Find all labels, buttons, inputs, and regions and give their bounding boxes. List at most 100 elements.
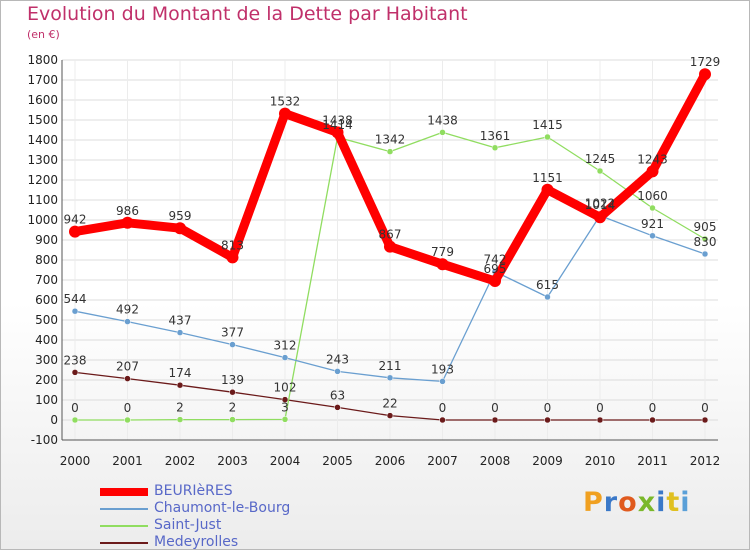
data-point (439, 416, 446, 424)
legend-label: Medeyrolles (154, 534, 239, 550)
data-label: 1414 (322, 118, 353, 132)
x-tick-label: 2000 (60, 454, 91, 468)
data-point (594, 211, 606, 224)
y-tick-label: 1200 (27, 173, 58, 187)
data-label: 243 (326, 352, 349, 366)
data-point (649, 232, 656, 240)
data-label: 1532 (270, 95, 301, 109)
data-point (229, 416, 236, 423)
data-point (176, 381, 184, 389)
data-point (439, 378, 446, 385)
data-label: 102 (274, 381, 297, 395)
data-point (544, 416, 551, 424)
data-label: 377 (221, 326, 244, 340)
data-label: 1729 (690, 55, 721, 69)
data-point (226, 251, 239, 264)
x-tick-label: 2005 (322, 454, 353, 468)
y-tick-label: 800 (35, 253, 58, 267)
data-point (649, 204, 656, 212)
data-label: 238 (64, 353, 87, 367)
y-tick-label: 1700 (27, 73, 58, 87)
data-point (386, 374, 394, 382)
data-point (124, 375, 131, 382)
data-label: 695 (484, 262, 507, 276)
data-point (229, 341, 236, 348)
y-tick-label: 600 (35, 293, 58, 307)
data-point (701, 416, 709, 424)
x-tick-label: 2011 (637, 454, 668, 468)
data-label: 312 (274, 339, 297, 353)
data-point (491, 144, 499, 152)
data-label: 0 (701, 401, 709, 415)
data-label: 921 (641, 217, 664, 231)
data-label: 1342 (375, 133, 406, 147)
data-label: 813 (221, 238, 244, 252)
data-label: 1415 (532, 118, 563, 132)
data-point (281, 416, 289, 423)
proxiti-logo: Proxiti (583, 487, 691, 518)
data-label: 959 (169, 209, 192, 223)
data-label: 0 (439, 401, 447, 415)
data-point (699, 68, 711, 81)
legend-label: Chaumont-le-Bourg (154, 500, 291, 516)
data-label: 986 (116, 204, 139, 218)
y-tick-label: 1600 (27, 93, 58, 107)
data-label: 437 (169, 314, 192, 328)
data-label: 742 (484, 253, 507, 267)
x-tick-label: 2012 (690, 454, 721, 468)
x-tick-label: 2004 (270, 454, 301, 468)
data-point (544, 133, 551, 141)
data-label: 1014 (585, 198, 616, 212)
data-point (279, 107, 291, 120)
data-label: 0 (124, 401, 132, 415)
data-point (436, 258, 449, 271)
x-tick-label: 2007 (427, 454, 458, 468)
data-label: 0 (649, 401, 657, 415)
data-point (646, 165, 659, 178)
legend-swatch (100, 525, 148, 527)
data-point (176, 329, 184, 336)
data-point (281, 396, 289, 403)
data-label: 174 (169, 366, 192, 380)
data-label: 22 (382, 397, 397, 411)
data-point (331, 126, 344, 139)
axes: -100010020030040050060070080090010001100… (27, 53, 720, 468)
x-tick-label: 2001 (112, 454, 143, 468)
data-label: 211 (379, 359, 402, 373)
y-tick-label: 1800 (27, 53, 58, 67)
x-tick-label: 2006 (375, 454, 406, 468)
data-point (176, 416, 184, 423)
y-tick-label: 200 (35, 373, 58, 387)
y-tick-label: 100 (35, 393, 58, 407)
data-label: 2 (176, 401, 184, 415)
data-point (489, 275, 501, 287)
y-tick-label: 500 (35, 313, 58, 327)
data-label: 867 (379, 228, 402, 242)
y-tick-label: 0 (50, 413, 58, 427)
data-point (701, 250, 709, 258)
data-point (439, 129, 446, 136)
y-tick-label: 300 (35, 353, 58, 367)
data-point (334, 404, 341, 411)
data-point (71, 307, 79, 315)
data-label: 1243 (637, 152, 668, 166)
legend-swatch (100, 542, 148, 544)
data-point (229, 388, 236, 396)
legend-label: BEURIèRES (154, 483, 233, 499)
x-tick-label: 2010 (585, 454, 616, 468)
data-point (541, 183, 554, 196)
data-point (121, 216, 134, 229)
data-label: 193 (431, 362, 454, 376)
series-lines (69, 68, 711, 424)
data-point (384, 240, 396, 253)
data-point (386, 412, 394, 419)
data-label: 0 (596, 401, 604, 415)
data-label: 63 (330, 388, 345, 402)
data-label: 0 (71, 401, 79, 415)
data-point (124, 416, 131, 424)
data-label: 207 (116, 360, 139, 374)
data-label: 492 (116, 303, 139, 317)
y-tick-label: 400 (35, 333, 58, 347)
